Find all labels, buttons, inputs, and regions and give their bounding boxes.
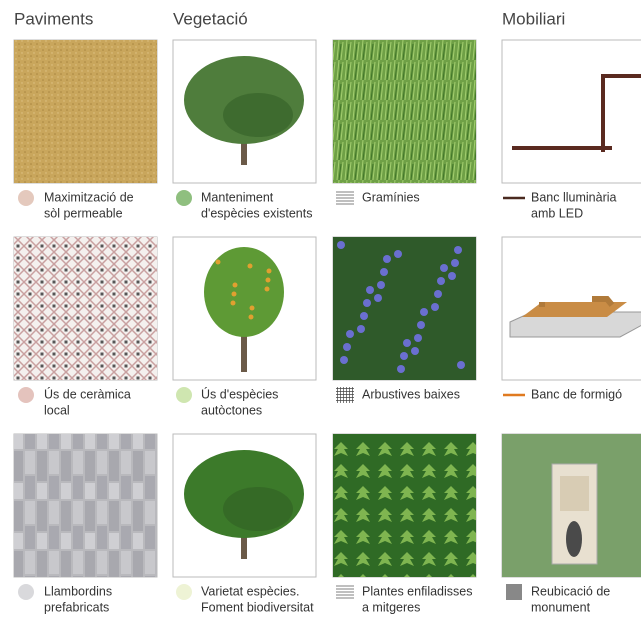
flower	[454, 246, 462, 254]
flower	[440, 264, 448, 272]
flower	[451, 259, 459, 267]
item-label: sòl permeable	[44, 206, 123, 220]
item-label: Plantes enfiladisses	[362, 584, 472, 598]
fruit	[232, 292, 237, 297]
legend-dot	[18, 190, 34, 206]
item-label: Ús de ceràmica	[44, 386, 131, 401]
flower	[366, 286, 374, 294]
flower	[434, 290, 442, 298]
tile-image	[14, 237, 157, 380]
item-label: local	[44, 403, 70, 417]
item-label: Llambordins	[44, 584, 112, 598]
fruit	[267, 269, 272, 274]
fruit	[216, 260, 221, 265]
fruit	[249, 315, 254, 320]
flower	[383, 255, 391, 263]
legend-grid: Paviments Vegetació Mobiliari Maximització …	[14, 9, 641, 614]
flower	[457, 361, 465, 369]
item-label: amb LED	[531, 206, 583, 220]
page: {"headers": ["Paviments", "Vegetació", "…	[0, 0, 641, 617]
legend-hatch	[336, 387, 354, 403]
item-label: Manteniment	[201, 190, 274, 204]
fruit	[266, 278, 271, 283]
flower	[437, 277, 445, 285]
item-label: d'espècies existents	[201, 206, 312, 220]
item-label: a mitgeres	[362, 600, 420, 614]
fruit	[231, 301, 236, 306]
item-label: Maximització de	[44, 190, 134, 204]
item-label: autòctones	[201, 403, 262, 417]
flower	[417, 321, 425, 329]
column-header: Vegetació	[173, 9, 248, 28]
item-label: Banc lluminària	[531, 190, 617, 204]
item-label: Gramínies	[362, 190, 420, 204]
flower	[360, 312, 368, 320]
flower	[397, 365, 405, 373]
fruit	[233, 283, 238, 288]
legend-lines	[336, 586, 354, 598]
item-label: prefabricats	[44, 600, 109, 614]
legend-dot	[176, 190, 192, 206]
flower	[448, 272, 456, 280]
statue	[566, 521, 582, 557]
flower	[357, 325, 365, 333]
legend-sheet: Paviments Vegetació Mobiliari Maximització …	[0, 0, 641, 617]
tile-image	[333, 40, 476, 183]
flower	[346, 330, 354, 338]
flower	[380, 268, 388, 276]
item-label: monument	[531, 600, 591, 614]
fruit	[265, 287, 270, 292]
flower	[400, 352, 408, 360]
flower	[394, 250, 402, 258]
flower	[374, 294, 382, 302]
tile-image	[333, 434, 476, 577]
legend-dot	[18, 584, 34, 600]
column-header: Mobiliari	[502, 9, 565, 28]
flower	[403, 339, 411, 347]
flower	[431, 303, 439, 311]
canopy-shade	[223, 93, 293, 137]
tile-frame	[502, 40, 641, 183]
legend-dot	[176, 387, 192, 403]
fruit	[250, 306, 255, 311]
column-header: Paviments	[14, 9, 93, 28]
legend-dot	[176, 584, 192, 600]
item-label: Varietat espècies.	[201, 584, 299, 598]
monument-panel	[560, 476, 589, 511]
flower	[363, 299, 371, 307]
item-label: Arbustives baixes	[362, 387, 460, 401]
flower	[340, 356, 348, 364]
item-label: Banc de formigó	[531, 387, 622, 401]
item-label: Reubicació de	[531, 584, 610, 598]
tile-image	[14, 40, 157, 183]
fruit	[248, 264, 253, 269]
flower	[420, 308, 428, 316]
tile-image	[14, 434, 157, 577]
flower	[377, 281, 385, 289]
legend-dot	[18, 387, 34, 403]
legend-square	[506, 584, 522, 600]
flower	[414, 334, 422, 342]
item-label: Ús d'espècies	[201, 386, 278, 401]
canopy-shade	[223, 487, 293, 531]
flower	[343, 343, 351, 351]
flower	[411, 347, 419, 355]
item-label: Foment biodiversitat	[201, 600, 314, 614]
flower	[337, 241, 345, 249]
legend-lines	[336, 192, 354, 204]
